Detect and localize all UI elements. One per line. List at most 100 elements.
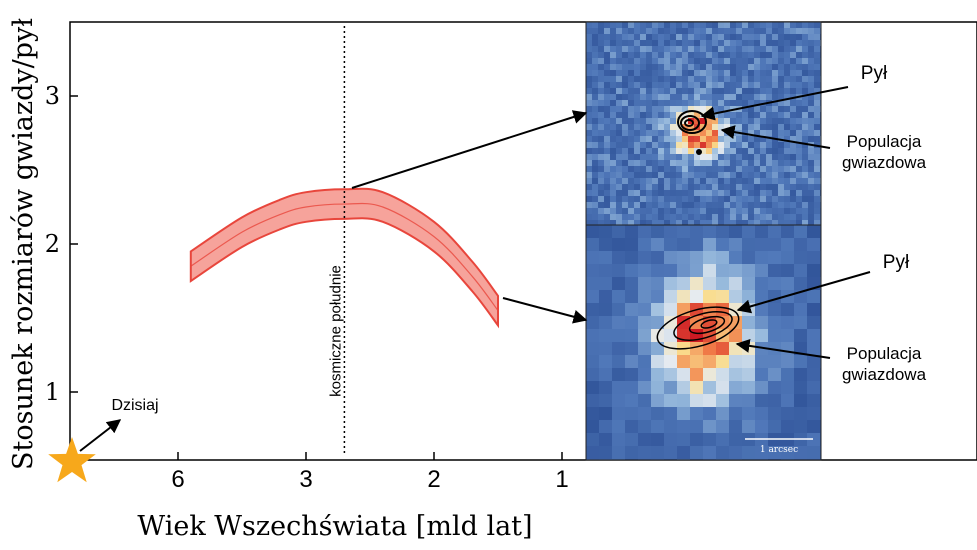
inset-pixel [781,342,795,356]
inset-pixel [790,208,797,215]
inset-frame-bottom [585,224,822,461]
inset-pixel [796,172,803,179]
inset-pixel [778,160,785,167]
inset-pixel [638,433,652,447]
inset-pixel [604,220,611,225]
inset-pixel [700,196,707,203]
inset-pixel [814,190,821,197]
inset-pixel [820,420,821,434]
inset-pixel [604,190,611,197]
today-star-icon [48,437,96,483]
inset-pixel [748,112,755,119]
x-tick-label: 2 [427,466,440,493]
inset-pixel [794,407,808,421]
inset-pixel [586,178,593,185]
inset-pixel [703,394,717,408]
inset-pixel [616,100,623,107]
inset-pixel [664,208,671,215]
inset-pixel [664,277,678,291]
inset-pixel [670,76,677,83]
inset-pixel [612,368,626,382]
inset-pixel [802,40,809,47]
inset-pixel [586,22,593,29]
inset-pixel [808,184,815,191]
inset-pixel [755,238,769,252]
inset-pixel [760,190,767,197]
inset-pixel [682,28,689,35]
inset-pixel [754,70,761,77]
inset-pixel [598,220,605,225]
inset-pixel [652,118,659,125]
inset-pixel [677,264,691,278]
inset-pixel [766,52,773,59]
inset-pixel [652,88,659,95]
inset-pixel [718,166,725,173]
inset-pixel [802,46,809,53]
inset-pixel [616,112,623,119]
inset-pixel [766,148,773,155]
inset-pixel [592,160,599,167]
inset-pixel [640,220,647,225]
inset-pixel [622,112,629,119]
inset-pixel [586,40,593,47]
inset-pixel [742,70,749,77]
inset-pixel [730,112,737,119]
inset-pixel [610,112,617,119]
inset-pixel [784,106,791,113]
inset-pixel [676,142,683,149]
inset-pixel [748,64,755,71]
inset-pixel [586,52,593,59]
inset-pixel [664,82,671,89]
inset-pixel [664,22,671,29]
inset-pixel [784,76,791,83]
inset-pixel [790,64,797,71]
inset-pixel [625,459,639,460]
inset-pixel [664,130,671,137]
inset-pixel [706,202,713,209]
inset-pixel [604,172,611,179]
inset-pixel [748,136,755,143]
inset-pixel [628,58,635,65]
inset-pixel [658,184,665,191]
inset-pixel [716,225,730,239]
inset-pixel [688,124,695,131]
inset-pixel [612,459,626,460]
inset-pixel [768,394,782,408]
inset-pixel [703,238,717,252]
inset-pixel [694,154,701,161]
inset-pixel [794,303,808,317]
inset-pixel [622,136,629,143]
inset-pixel [760,28,767,35]
inset-pixel [814,166,821,173]
inset-pixel [658,40,665,47]
inset-pixel [610,154,617,161]
inset-pixel [808,112,815,119]
inset-pixel [625,303,639,317]
inset-pixel [766,88,773,95]
inset-pixel [790,184,797,191]
plot-frame [69,21,977,461]
inset-pixel [742,290,756,304]
inset-pixel [729,290,743,304]
inset-pixel [592,82,599,89]
inset-pixel [640,130,647,137]
inset-pixel [772,166,779,173]
inset-pixel [690,238,704,252]
inset-pixel [716,251,730,265]
inset-pixel [628,154,635,161]
inset-pixel [646,214,653,221]
inset-pixel [796,76,803,83]
inset-pixel [664,316,678,330]
inset-pixel [664,238,678,252]
inset-pixel [628,34,635,41]
inset-pixel [682,58,689,65]
inset-pixel [634,148,641,155]
inset-pixel [664,58,671,65]
inset-pixel [814,184,821,191]
inset-pixel [622,52,629,59]
inset-pixel [658,88,665,95]
inset-pixel [677,251,691,265]
inset-pixel [616,70,623,77]
inset-pixel [808,88,815,95]
inset-pixel [622,58,629,65]
